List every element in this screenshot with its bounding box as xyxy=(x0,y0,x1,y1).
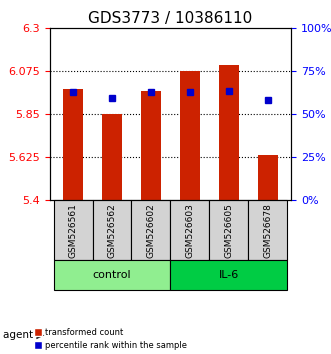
Text: control: control xyxy=(93,270,131,280)
FancyBboxPatch shape xyxy=(210,200,248,260)
Bar xyxy=(63,90,83,200)
Bar xyxy=(180,71,200,200)
Bar xyxy=(141,91,161,200)
Bar xyxy=(102,114,122,200)
Bar xyxy=(219,64,239,200)
FancyBboxPatch shape xyxy=(131,200,170,260)
Text: IL-6: IL-6 xyxy=(219,270,239,280)
Text: GSM526602: GSM526602 xyxy=(147,203,156,257)
FancyBboxPatch shape xyxy=(170,260,287,290)
Text: GSM526603: GSM526603 xyxy=(185,203,194,258)
Text: agent ▶: agent ▶ xyxy=(3,330,45,339)
Title: GDS3773 / 10386110: GDS3773 / 10386110 xyxy=(88,11,253,26)
Legend: transformed count, percentile rank within the sample: transformed count, percentile rank withi… xyxy=(31,325,190,353)
Text: GSM526605: GSM526605 xyxy=(224,203,233,258)
Bar xyxy=(258,155,278,200)
FancyBboxPatch shape xyxy=(54,260,170,290)
Text: GSM526561: GSM526561 xyxy=(69,203,77,258)
FancyBboxPatch shape xyxy=(93,200,131,260)
Text: GSM526678: GSM526678 xyxy=(263,203,272,258)
FancyBboxPatch shape xyxy=(170,200,210,260)
FancyBboxPatch shape xyxy=(54,200,93,260)
Text: GSM526562: GSM526562 xyxy=(108,203,117,257)
FancyBboxPatch shape xyxy=(248,200,287,260)
